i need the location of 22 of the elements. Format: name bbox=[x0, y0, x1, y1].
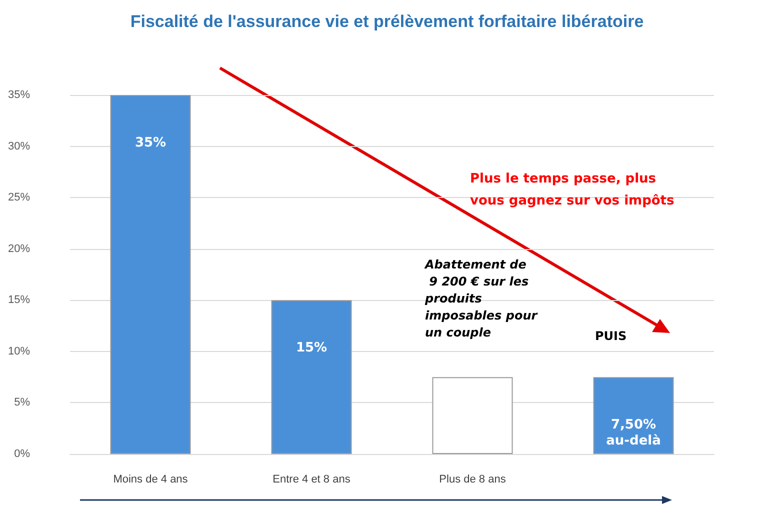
data-label: 15% bbox=[296, 340, 328, 356]
data-label: 7,50% au-delà bbox=[606, 418, 661, 449]
annotation: Abattement de 9 200 € sur les produits imposables pour un couple bbox=[424, 258, 538, 340]
y-tick-label: 35% bbox=[8, 89, 30, 101]
y-tick-label: 30% bbox=[8, 140, 30, 152]
annotation: PUIS bbox=[595, 329, 627, 343]
bar bbox=[271, 300, 352, 454]
chart-title: Fiscalité de l'assurance vie et prélèvement forfaitaire libératoire bbox=[130, 12, 644, 31]
y-tick-label: 5% bbox=[14, 396, 30, 409]
y-tick-label: 20% bbox=[8, 242, 30, 255]
x-tick-label: Moins de 4 ans bbox=[113, 474, 188, 486]
data-label: 35% bbox=[134, 136, 166, 150]
bar bbox=[432, 377, 513, 454]
x-tick-label: Plus de 8 ans bbox=[439, 474, 506, 486]
y-tick-label: 10% bbox=[8, 345, 30, 358]
annotation: Plus le temps passe, plus vous gagnez sur vos impôts bbox=[470, 172, 675, 208]
y-tick-label: 15% bbox=[8, 294, 30, 306]
y-tick-label: 25% bbox=[8, 192, 30, 204]
bar bbox=[110, 95, 191, 454]
x-tick-label: Entre 4 et 8 ans bbox=[272, 474, 351, 486]
bar bbox=[593, 377, 674, 454]
y-tick-label: 0% bbox=[14, 448, 30, 460]
